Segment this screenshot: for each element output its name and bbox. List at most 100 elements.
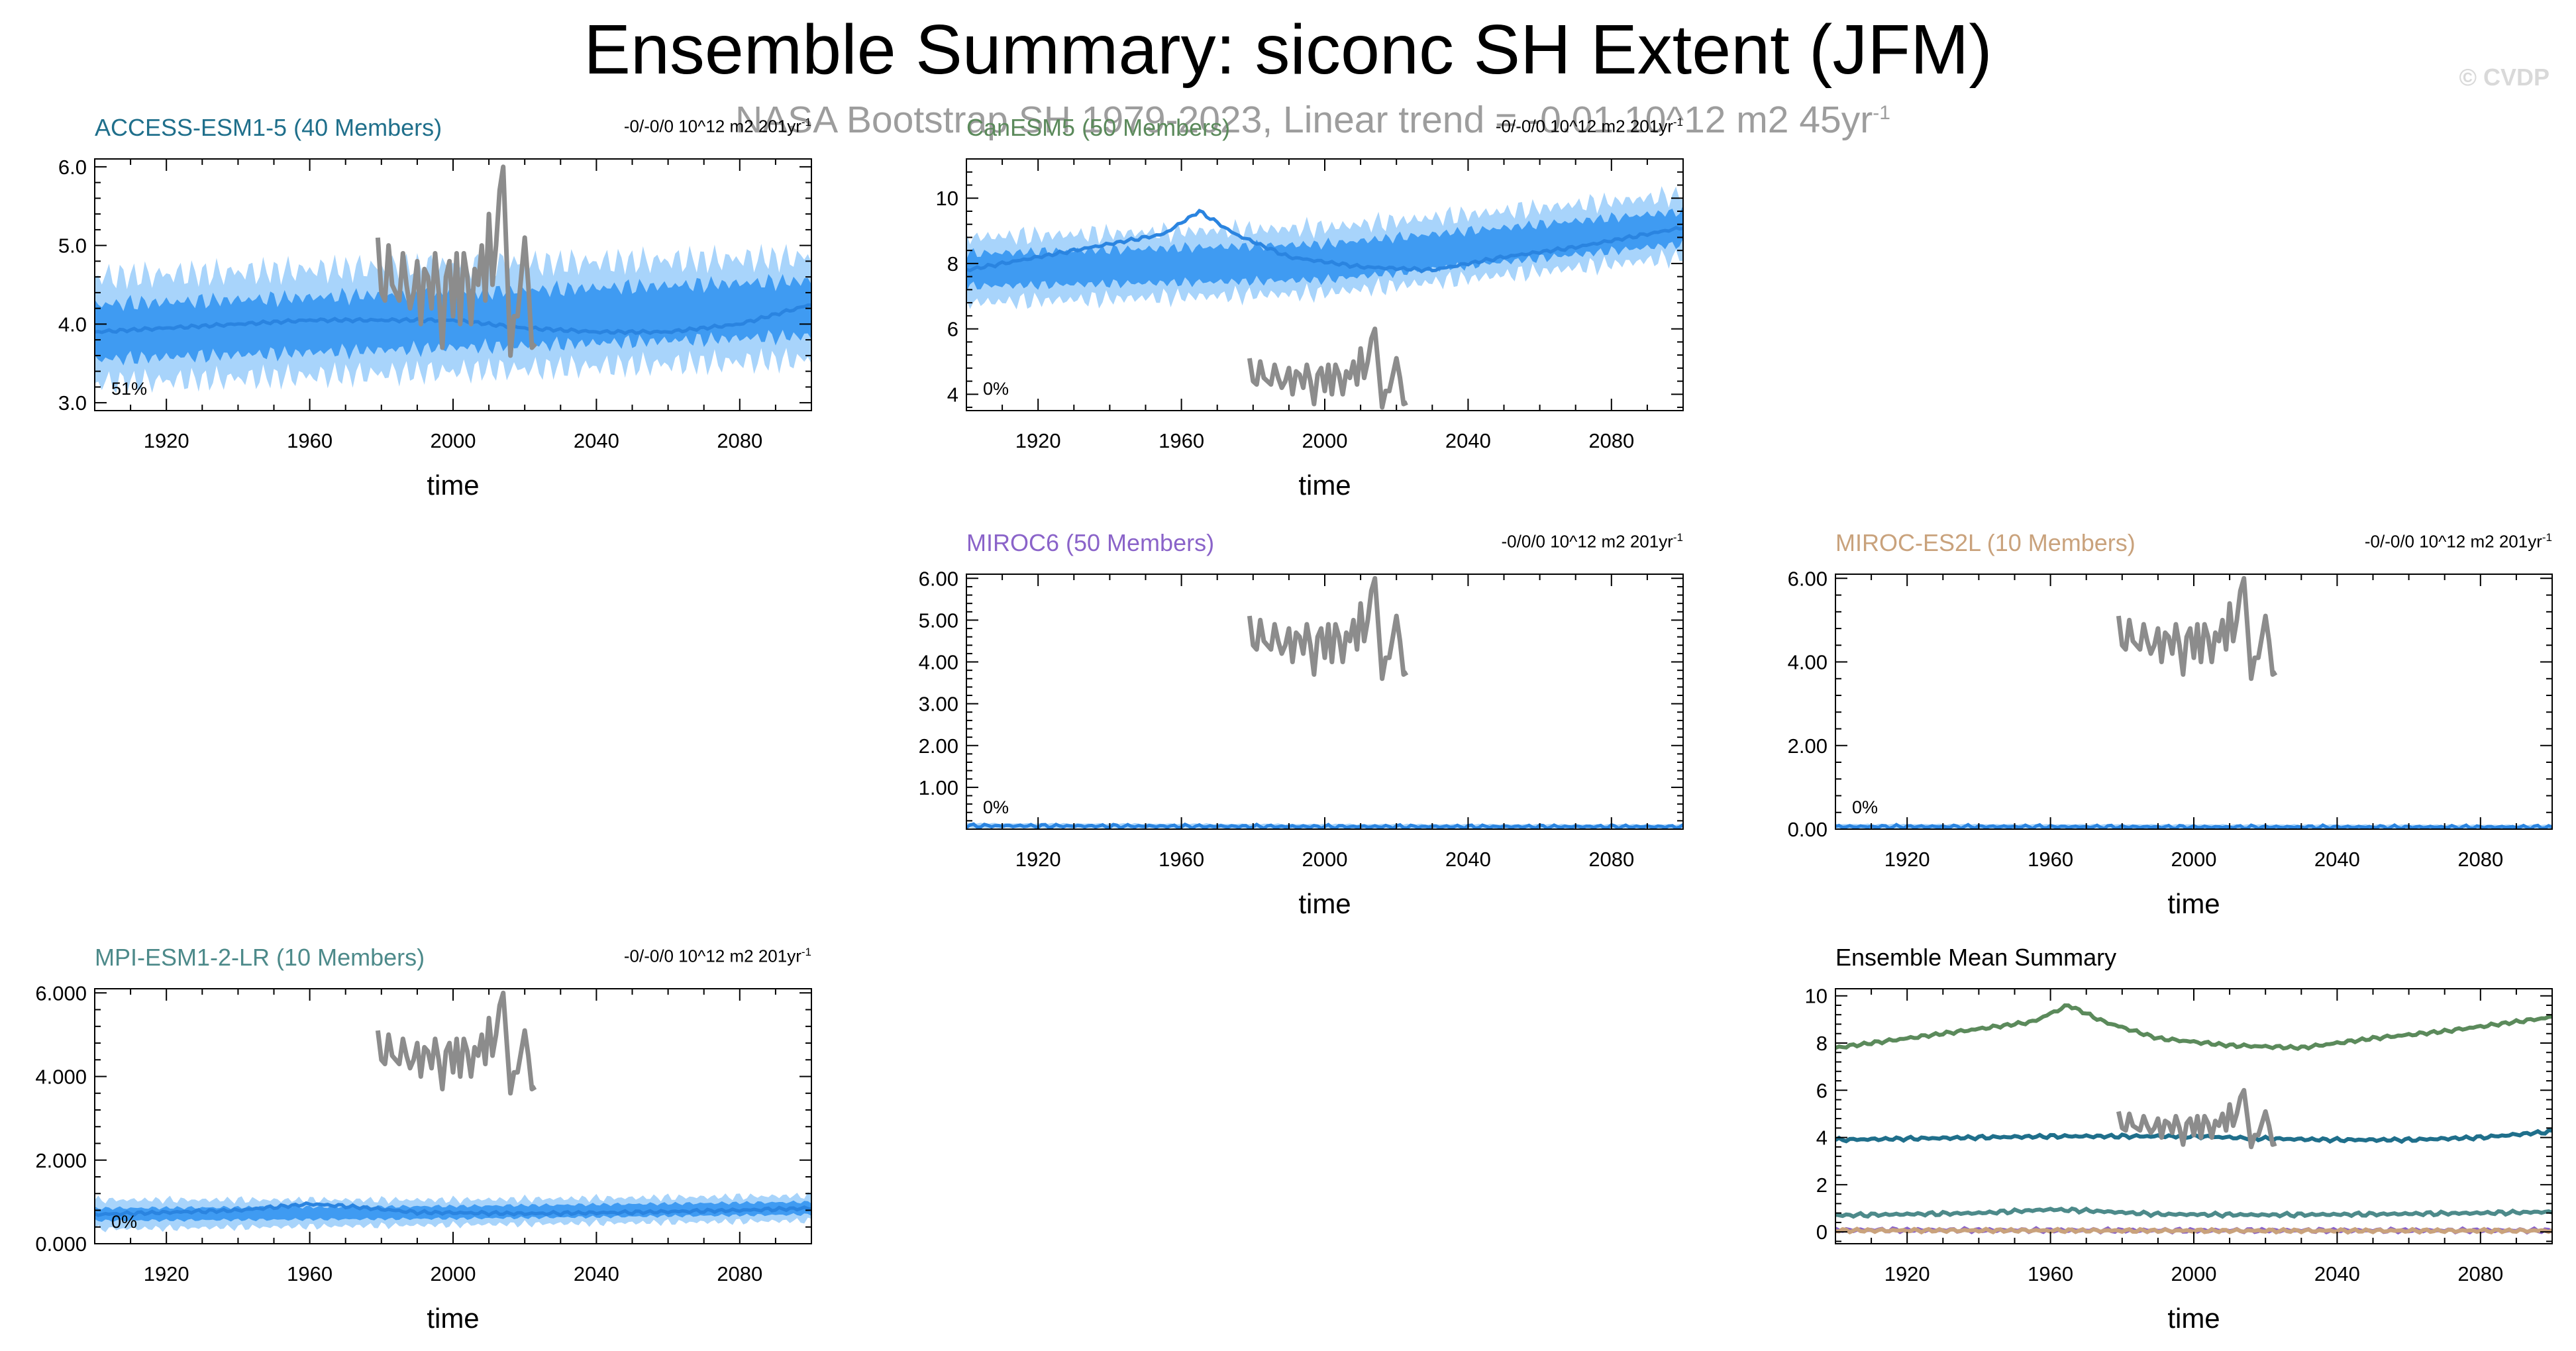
miroces2l-panel-title: MIROC-ES2L (10 Members) [1835,529,2136,556]
miroces2l-x-axis-label: time [2167,888,2220,919]
miroc6-y-axis: 1.00 2.00 3.00 4.00 5.00 6.00 [919,567,1683,830]
mpi-x-tick-label: 2000 [431,1262,476,1285]
access-y-tick-label: 5.0 [58,234,87,258]
miroces2l-x-tick-label: 2040 [2314,848,2360,871]
miroc6-percent-label: 0% [983,797,1009,817]
miroc6-trend-label: -0/0/0 10^12 m2 201yr-1 [1502,531,1683,552]
access-x-tick-label: 1960 [287,429,333,452]
miroces2l-observations-line [2116,575,2278,681]
miroc6-x-tick-label: 2080 [1588,848,1634,871]
access-trend-exponent: -1 [801,116,811,128]
mpi-trend-exponent: -1 [801,946,811,958]
mpi-y-tick-label: 4.000 [35,1066,87,1089]
miroc6-y-tick-label: 4.00 [919,651,958,674]
canesm-x-tick-label: 1960 [1159,429,1204,452]
summary-x-tick-label: 1920 [1884,1262,1930,1285]
access-plot-area [95,244,811,394]
mpi-plot-area [95,1192,811,1232]
summary-observations-line [2116,1087,2277,1150]
mpi-x-axis: 1920 1960 2000 2040 2080 [94,989,812,1285]
miroces2l-x-tick-label: 1960 [2028,848,2073,871]
mpi-panel-title: MPI-ESM1-2-LR (10 Members) [95,944,425,971]
mpi-trend-text: -0/-0/0 10^12 m2 201yr [623,946,801,966]
access-y-tick-label: 4.0 [58,313,87,336]
canesm-x-axis-label: time [1298,470,1351,501]
miroc6-trend-exponent: -1 [1673,531,1683,544]
canesm-y-axis: 4 6 8 10 [936,158,1683,409]
mpi-observations-line [375,990,537,1096]
access-y-tick-label: 3.0 [58,391,87,415]
access-panel-title: ACCESS-ESM1-5 (40 Members) [95,114,442,141]
summary-y-tick-label: 4 [1816,1126,1828,1150]
miroces2l-y-axis: 0.00 2.00 4.00 6.00 [1788,567,2552,841]
summary-x-axis-label: time [2167,1303,2220,1334]
mpi-x-tick-label: 2080 [717,1262,762,1285]
access-ensemble-mean-line [95,303,811,336]
canesm-x-tick-label: 2000 [1302,429,1348,452]
mpi-percent-label: 0% [111,1212,137,1232]
summary-model-mean-line-2 [1835,1206,2552,1219]
canesm-trend-text: -0/-0/0 10^12 m2 201yr [1495,116,1673,136]
miroc6-x-axis-label: time [1298,888,1351,919]
miroc6-x-axis: 1920 1960 2000 2040 2080 [966,574,1684,871]
observations-caption-text: NASA Bootstrap SH 1979-2023, Linear tren… [735,99,1873,141]
miroces2l-x-axis: 1920 1960 2000 2040 2080 [1835,574,2553,871]
miroces2l-x-tick-label: 2000 [2171,848,2217,871]
canesm-trend-exponent: -1 [1673,116,1683,128]
summary-y-tick-label: 0 [1816,1221,1828,1244]
access-y-tick-label: 6.0 [58,156,87,179]
summary-plot-area [1835,1003,2552,1235]
miroc6-y-tick-label: 2.00 [919,734,958,758]
access-x-tick-label: 2000 [431,429,476,452]
access-trend-label: -0/-0/0 10^12 m2 201yr-1 [624,116,811,137]
miroces2l-trend-exponent: -1 [2542,531,2552,544]
access-x-axis: 1920 1960 2000 2040 2080 [94,159,812,452]
miroc6-x-tick-label: 1960 [1159,848,1204,871]
summary-y-tick-label: 6 [1816,1079,1828,1102]
observations-caption: NASA Bootstrap SH 1979-2023, Linear tren… [735,98,1890,142]
access-percent-label: 51% [111,379,147,399]
mpi-y-tick-label: 6.000 [35,981,87,1005]
summary-frame [1835,988,2553,1244]
miroc6-y-tick-label: 1.00 [919,776,958,799]
summary-y-tick-label: 2 [1816,1174,1828,1197]
access-x-axis-label: time [427,470,479,501]
miroc6-y-tick-label: 3.00 [919,693,958,716]
summary-panel-title: Ensemble Mean Summary [1835,944,2117,971]
miroces2l-trend-label: -0/-0/0 10^12 m2 201yr-1 [2365,531,2552,552]
miroc6-trend-text: -0/0/0 10^12 m2 201yr [1501,531,1673,552]
miroc6-observations-line [1247,575,1409,681]
canesm-observations-line [1247,326,1408,410]
observations-caption-exponent: -1 [1873,102,1890,124]
canesm-p25-p75-band [966,205,1683,292]
copyright-mark: © CVDP [2459,64,2550,91]
access-x-tick-label: 2040 [574,429,619,452]
mpi-p25-p75-band [95,1200,811,1223]
summary-y-axis: 0 2 4 6 8 10 [1805,985,2552,1244]
canesm-x-tick-label: 2040 [1445,429,1491,452]
summary-y-tick-label: 8 [1816,1032,1828,1055]
canesm-trend-label: -0/-0/0 10^12 m2 201yr-1 [1496,116,1683,137]
canesm-y-tick-label: 8 [947,252,958,275]
mpi-x-tick-label: 1960 [287,1262,333,1285]
mpi-x-axis-label: time [427,1303,479,1334]
summary-x-tick-label: 2080 [2457,1262,2503,1285]
access-y-axis: 3.0 4.0 5.0 6.0 [58,156,811,415]
canesm-y-tick-label: 6 [947,318,958,341]
access-x-tick-label: 2080 [717,429,762,452]
miroces2l-percent-label: 0% [1852,797,1878,817]
mpi-x-tick-label: 2040 [574,1262,619,1285]
canesm-panel-title: CanESM5 (50 Members) [966,114,1231,141]
access-x-tick-label: 1920 [144,429,189,452]
miroces2l-trend-text: -0/-0/0 10^12 m2 201yr [2364,531,2542,552]
canesm-y-tick-label: 4 [947,383,958,406]
mpi-ensemble-mean-line [95,1201,811,1217]
summary-x-tick-label: 2000 [2171,1262,2217,1285]
miroces2l-x-tick-label: 2080 [2457,848,2503,871]
